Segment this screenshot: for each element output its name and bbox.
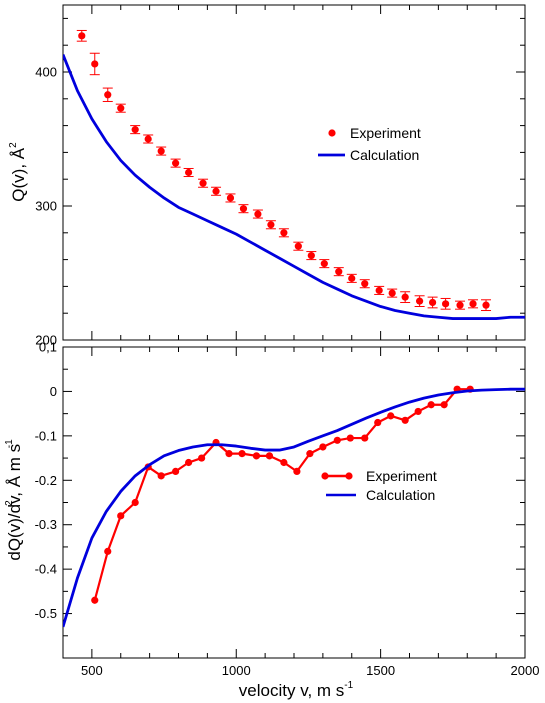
bottom-experiment-point-2	[117, 512, 125, 520]
top-y-axis-label: Q(v), Å2	[8, 142, 28, 202]
top-experiment-point-20	[348, 274, 356, 282]
top-experiment-point-17	[307, 251, 315, 260]
top-ytick-label-0: 200	[35, 333, 57, 348]
bottom-experiment-point-17	[319, 443, 327, 451]
bottom-y-axis-label: dQ(v)/dv, Å m s2-1	[4, 439, 24, 561]
top-series	[63, 29, 525, 320]
bottom-ytick-label-3: -0.2	[35, 473, 57, 488]
bottom-xtick-label-500: 500	[81, 663, 103, 678]
bottom-experiment-point-20	[361, 434, 369, 442]
top-legend-experiment-label: Experiment	[350, 125, 421, 141]
top-experiment-point-27	[441, 300, 450, 308]
top-experiment-point-18	[320, 260, 328, 268]
bottom-experiment-point-24	[414, 407, 422, 416]
bottom-legend-experiment-marker-left	[321, 472, 329, 480]
top-experiment-point-13	[254, 210, 262, 218]
bottom-experiment-point-1	[104, 547, 112, 555]
top-experiment-point-0	[78, 32, 86, 40]
top-legend-calculation-label: Calculation	[350, 147, 419, 163]
bottom-legend-experiment-label: Experiment	[366, 468, 437, 484]
top-experiment-point-16	[294, 242, 302, 250]
bottom-panel: 500 1000 1500 2000-0.5-0.4-0.3-0.2-0.100,1 …	[4, 340, 539, 701]
bottom-ytick-label-4: -0.1	[35, 428, 57, 443]
bottom-calculation-line	[63, 387, 525, 628]
bottom-experiment-point-7	[185, 458, 193, 467]
bottom-experiment-point-23	[401, 416, 409, 424]
bottom-experiment-point-22	[387, 412, 395, 420]
bottom-experiment-point-12	[252, 452, 261, 460]
top-experiment-point-15	[280, 229, 288, 237]
bottom-legend: Experiment Calculation	[321, 468, 437, 503]
top-experiment-point-14	[267, 221, 275, 229]
top-calculation-line	[63, 54, 525, 320]
bottom-experiment-point-3	[131, 498, 139, 507]
bottom-experiment-point-18	[333, 436, 341, 444]
bottom-experiment-point-15	[293, 467, 301, 475]
top-experiment-point-19	[335, 268, 343, 276]
bottom-ytick-label-5: 0	[50, 384, 57, 399]
top-experiment-point-30	[482, 301, 490, 309]
bottom-ytick-label-6: 0,1	[39, 340, 57, 355]
top-experiment-point-4	[131, 126, 139, 134]
bottom-legend-calculation-label: Calculation	[366, 487, 435, 503]
top-experiment-point-22	[375, 286, 383, 295]
bottom-series-area	[63, 385, 525, 628]
top-experiment-point-12	[239, 205, 248, 213]
top-ticks: 200 300 400	[35, 5, 526, 348]
top-experiment-point-29	[469, 300, 477, 308]
top-panel: 200 300 400 Q(v), Å2 Experiment Calculatio…	[8, 4, 526, 348]
bottom-experiment-point-25	[427, 401, 435, 409]
bottom-xtick-label-2000: 2000	[511, 663, 540, 678]
top-experiment-point-21	[361, 280, 369, 288]
bottom-ytick-label-0: -0.5	[35, 606, 57, 621]
top-legend-experiment-marker	[328, 129, 336, 137]
top-experiment-point-2	[104, 91, 112, 99]
bottom-xtick-label-1000: 1000	[222, 663, 251, 678]
bottom-xtick-label-1500: 1500	[366, 663, 395, 678]
top-experiment-point-1	[91, 60, 99, 68]
bottom-ticks: 500 1000 1500 2000 -0.5 -0.4 -0.3 -0.2 -0.1 0 0,1	[35, 340, 540, 679]
top-experiment-point-23	[388, 289, 396, 297]
bottom-experiment-point-19	[346, 434, 354, 442]
top-experiment-point-24	[401, 293, 409, 301]
bottom-experiment-point-8	[198, 454, 206, 462]
bottom-ytick-label-2: -0.3	[35, 517, 57, 532]
top-experiment-point-8	[185, 168, 193, 177]
top-legend: Experiment Calculation	[318, 125, 421, 163]
top-experiment-point-3	[117, 104, 125, 112]
top-ytick-label-2: 400	[35, 65, 57, 80]
bottom-experiment-point-13	[265, 452, 274, 460]
bottom-ytick-label-1: -0.4	[35, 562, 57, 577]
bottom-experiment-point-21	[374, 418, 382, 427]
bottom-experiment-point-5	[157, 472, 165, 480]
top-experiment-point-5	[144, 135, 152, 143]
bottom-experiment-point-6	[172, 467, 180, 475]
top-experiment-point-28	[456, 301, 464, 309]
top-experiment-point-25	[416, 297, 424, 305]
bottom-experiment-point-0	[91, 596, 99, 604]
bottom-experiment-point-26	[440, 401, 448, 409]
top-experiment-point-26	[429, 298, 437, 307]
x-axis-label: velocity v, m s-1	[239, 680, 354, 700]
top-experiment-point-7	[172, 159, 180, 167]
top-experiment-point-6	[157, 147, 165, 155]
top-ytick-label-1: 300	[35, 199, 57, 214]
top-experiment-point-10	[212, 187, 220, 195]
bottom-experiment-point-16	[306, 450, 314, 458]
top-experiment-point-11	[226, 194, 235, 202]
bottom-series	[63, 385, 525, 628]
bottom-legend-experiment-marker-right	[345, 472, 353, 480]
top-experiment-point-9	[199, 179, 207, 187]
bottom-experiment-point-11	[238, 450, 246, 458]
bottom-experiment-point-14	[280, 458, 288, 467]
bottom-experiment-point-10	[225, 450, 233, 458]
top-series-area	[63, 29, 525, 320]
